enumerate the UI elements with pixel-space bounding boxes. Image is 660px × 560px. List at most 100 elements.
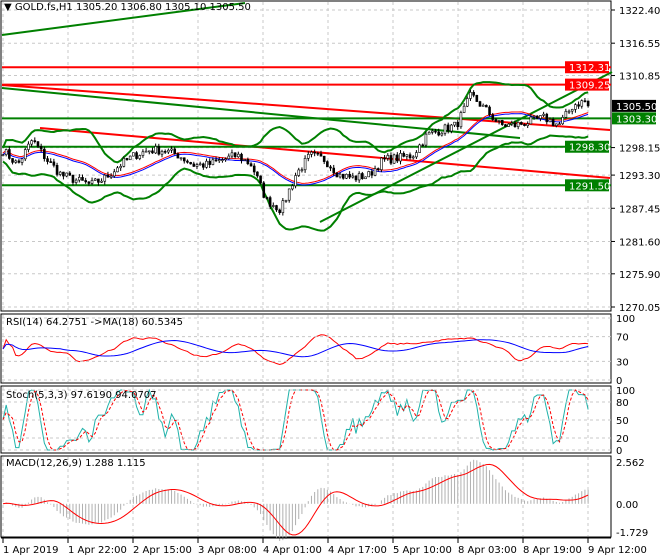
dropdown-triangle-icon[interactable]: ▼: [4, 2, 12, 13]
stoch-tick-label: 50: [616, 416, 629, 427]
trend-line: [39, 127, 611, 179]
candle-body: [138, 155, 142, 159]
candle-body: [507, 123, 510, 127]
candle-body: [494, 119, 498, 122]
candle-body: [176, 153, 180, 159]
candle-body: [78, 177, 81, 181]
candle-body: [526, 123, 530, 126]
stoch-tick-label: 80: [616, 398, 629, 409]
candle-body: [389, 155, 393, 164]
candle-body: [399, 153, 402, 162]
candle-body: [217, 159, 221, 162]
candle-body: [20, 158, 24, 163]
ohlc-label: 1305.20 1306.80 1305.10 1305.50: [75, 2, 251, 13]
candle-body: [62, 171, 65, 177]
candle-body: [249, 163, 253, 167]
candle-body: [313, 151, 316, 154]
candle-body: [329, 166, 332, 169]
candle-body: [11, 158, 14, 163]
candle-body: [65, 172, 68, 177]
time-tick-label: 3 Apr 08:00: [198, 545, 257, 556]
candle-body: [252, 165, 256, 173]
candle-body: [376, 168, 380, 170]
candle-body: [580, 100, 584, 107]
candle-body: [227, 155, 231, 160]
candle-body: [459, 112, 463, 128]
chart-header: ▼ GOLD.fs,H1 1305.20 1306.80 1305.10 130…: [4, 2, 251, 13]
candle-body: [135, 152, 138, 159]
price-tick-label: 1316.55: [619, 39, 660, 50]
candle-body: [237, 153, 240, 158]
candle-body: [440, 132, 444, 136]
candle-body: [39, 146, 43, 150]
candle-body: [570, 109, 574, 112]
candle-body: [491, 114, 495, 120]
candle-body: [443, 124, 447, 134]
candle-body: [434, 130, 437, 133]
candle-body: [4, 149, 8, 155]
candle-body: [189, 162, 192, 165]
candle-body: [275, 205, 278, 211]
trend-line: [1, 2, 246, 36]
candle-body: [141, 151, 145, 156]
candle-body: [523, 124, 526, 126]
candle-body: [33, 140, 37, 142]
rsi-line: [2, 334, 589, 365]
rsi-label: RSI(14) 64.2751 ->MA(18) 60.5345: [6, 317, 183, 328]
candle-body: [58, 171, 62, 175]
price-tick-label: 1270.05: [619, 303, 660, 314]
candle-body: [364, 176, 367, 180]
stoch-signal-line: [2, 389, 589, 451]
price-tick-label: 1322.40: [619, 6, 660, 17]
candle-body: [192, 163, 196, 167]
candle-body: [574, 104, 577, 110]
candle-body: [179, 157, 183, 160]
candle-body: [408, 154, 412, 159]
candle-body: [520, 122, 523, 125]
symbol-label: GOLD.fs,H1: [14, 2, 73, 13]
level-label-box: [565, 179, 609, 192]
current-price-label: 1305.50: [616, 102, 657, 113]
rsi-tick-label: 30: [616, 357, 629, 368]
candle-body: [504, 124, 507, 127]
candle-body: [539, 115, 542, 119]
stoch-tick-label: 0: [616, 446, 622, 457]
level-label: 1303.30: [616, 114, 657, 125]
level-label: 1291.50: [569, 181, 610, 192]
candle-body: [154, 146, 157, 154]
candle-body: [46, 158, 49, 162]
candle-body: [268, 197, 272, 207]
candle-body: [555, 123, 558, 126]
candle-body: [52, 161, 56, 166]
candle-body: [402, 153, 405, 157]
candle-body: [535, 115, 539, 119]
candle-body: [271, 205, 275, 207]
candle-body: [456, 121, 460, 128]
stoch-label: Stoch(5,3,3) 97.6190 94.0707: [6, 390, 157, 401]
candle-body: [348, 173, 351, 178]
level-label-box: [565, 140, 609, 153]
candle-body: [182, 157, 186, 162]
candle-body: [278, 209, 281, 213]
candle-body: [262, 182, 266, 198]
candle-body: [306, 154, 310, 159]
candle-body: [87, 181, 91, 184]
candle-body: [481, 104, 485, 107]
candle-body: [497, 120, 501, 122]
rsi-ma-line: [2, 339, 589, 358]
candle-body: [281, 200, 285, 213]
candle-body: [472, 91, 475, 96]
candle-body: [1, 154, 5, 156]
candle-body: [49, 161, 53, 163]
candle-body: [147, 150, 151, 153]
candle-body: [545, 113, 549, 123]
candle-body: [326, 161, 329, 168]
candle-body: [74, 179, 78, 183]
candle-body: [586, 100, 590, 107]
candle-body: [100, 180, 103, 183]
candle-body: [532, 115, 536, 118]
candle-body: [542, 113, 545, 116]
candle-body: [450, 124, 453, 132]
candle-body: [427, 132, 431, 135]
